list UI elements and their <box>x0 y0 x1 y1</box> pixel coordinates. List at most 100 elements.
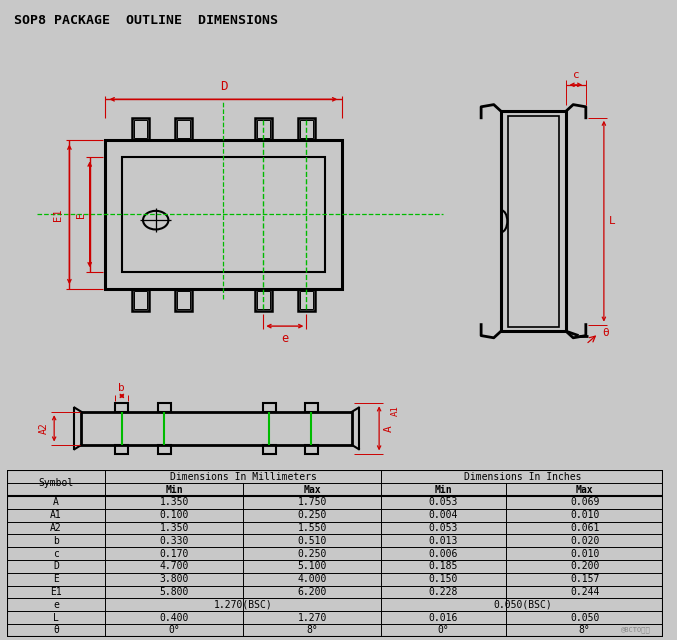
Text: E: E <box>77 211 87 218</box>
Text: E1: E1 <box>53 208 64 221</box>
Text: 0.170: 0.170 <box>160 548 189 559</box>
Text: θ: θ <box>602 328 609 339</box>
Bar <box>255 289 272 311</box>
Text: 0.244: 0.244 <box>570 587 599 597</box>
Text: 8°: 8° <box>579 625 590 636</box>
Text: 0.061: 0.061 <box>570 523 599 533</box>
Bar <box>508 116 559 327</box>
Bar <box>298 289 315 311</box>
Text: 0.016: 0.016 <box>429 612 458 623</box>
Bar <box>175 118 192 140</box>
Bar <box>131 289 150 311</box>
Text: θ: θ <box>53 625 59 636</box>
Bar <box>122 157 325 272</box>
Bar <box>158 403 171 412</box>
Text: A1: A1 <box>50 510 62 520</box>
Text: 0.510: 0.510 <box>297 536 327 546</box>
Text: e: e <box>281 332 288 345</box>
Text: 5.800: 5.800 <box>160 587 189 597</box>
Text: 1.270: 1.270 <box>297 612 327 623</box>
Text: A: A <box>53 497 59 508</box>
Text: Symbol: Symbol <box>39 478 74 488</box>
Bar <box>299 120 313 138</box>
Text: 0.330: 0.330 <box>160 536 189 546</box>
Bar <box>105 140 342 289</box>
Text: 3.800: 3.800 <box>160 574 189 584</box>
Text: @BCTO博客: @BCTO博客 <box>621 627 651 634</box>
Text: 1.350: 1.350 <box>160 497 189 508</box>
Text: 0.200: 0.200 <box>570 561 599 572</box>
Text: A1: A1 <box>391 406 400 417</box>
Text: 0.228: 0.228 <box>429 587 458 597</box>
Text: 0.050: 0.050 <box>570 612 599 623</box>
Text: e: e <box>53 600 59 610</box>
Text: E: E <box>53 574 59 584</box>
Text: 0.050(BSC): 0.050(BSC) <box>493 600 552 610</box>
Text: Min: Min <box>165 484 183 495</box>
Text: 0.010: 0.010 <box>570 510 599 520</box>
Bar <box>158 445 171 454</box>
Text: 1.550: 1.550 <box>297 523 327 533</box>
Bar <box>263 445 276 454</box>
Text: 1.750: 1.750 <box>297 497 327 508</box>
Text: 0.150: 0.150 <box>429 574 458 584</box>
Text: Dimensions In Inches: Dimensions In Inches <box>464 472 581 482</box>
Text: L: L <box>53 612 59 623</box>
Text: 4.700: 4.700 <box>160 561 189 572</box>
Text: 0.400: 0.400 <box>160 612 189 623</box>
Text: D: D <box>53 561 59 572</box>
Text: b: b <box>53 536 59 546</box>
Text: Max: Max <box>303 484 321 495</box>
Text: 0.069: 0.069 <box>570 497 599 508</box>
Text: L: L <box>609 216 616 226</box>
Bar <box>255 118 272 140</box>
Text: Dimensions In Millimeters: Dimensions In Millimeters <box>170 472 317 482</box>
Text: 1.270(BSC): 1.270(BSC) <box>214 600 273 610</box>
Text: 0.010: 0.010 <box>570 548 599 559</box>
Bar <box>298 118 315 140</box>
Text: 0.004: 0.004 <box>429 510 458 520</box>
Bar <box>263 403 276 412</box>
Bar <box>134 291 148 309</box>
Text: 0.006: 0.006 <box>429 548 458 559</box>
Text: 0.250: 0.250 <box>297 510 327 520</box>
Bar <box>177 291 190 309</box>
Text: b: b <box>118 383 125 393</box>
Text: 0°: 0° <box>437 625 450 636</box>
Text: Max: Max <box>576 484 594 495</box>
Bar <box>81 412 352 445</box>
Text: c: c <box>573 70 580 79</box>
Text: 0.020: 0.020 <box>570 536 599 546</box>
Text: A2: A2 <box>39 422 49 435</box>
Bar <box>116 445 129 454</box>
Text: E1: E1 <box>50 587 62 597</box>
Text: 0.250: 0.250 <box>297 548 327 559</box>
Text: 8°: 8° <box>306 625 318 636</box>
Bar <box>177 120 190 138</box>
Bar <box>299 291 313 309</box>
Bar <box>257 120 270 138</box>
Text: SOP8 PACKAGE  OUTLINE  DIMENSIONS: SOP8 PACKAGE OUTLINE DIMENSIONS <box>14 14 278 27</box>
Text: 0.157: 0.157 <box>570 574 599 584</box>
Text: A: A <box>385 425 394 432</box>
Text: 1.350: 1.350 <box>160 523 189 533</box>
Bar <box>175 289 192 311</box>
Text: 0.053: 0.053 <box>429 523 458 533</box>
Bar <box>116 403 129 412</box>
Text: 0.053: 0.053 <box>429 497 458 508</box>
Text: 0.185: 0.185 <box>429 561 458 572</box>
Bar <box>305 403 318 412</box>
Bar <box>257 291 270 309</box>
Bar <box>501 111 566 332</box>
Text: 6.200: 6.200 <box>297 587 327 597</box>
Text: 0.100: 0.100 <box>160 510 189 520</box>
Bar <box>305 445 318 454</box>
Text: D: D <box>219 80 227 93</box>
Text: A2: A2 <box>50 523 62 533</box>
Text: 4.000: 4.000 <box>297 574 327 584</box>
Text: 0°: 0° <box>169 625 180 636</box>
Text: c: c <box>53 548 59 559</box>
Bar <box>131 118 150 140</box>
Bar <box>134 120 148 138</box>
Text: 0.013: 0.013 <box>429 536 458 546</box>
